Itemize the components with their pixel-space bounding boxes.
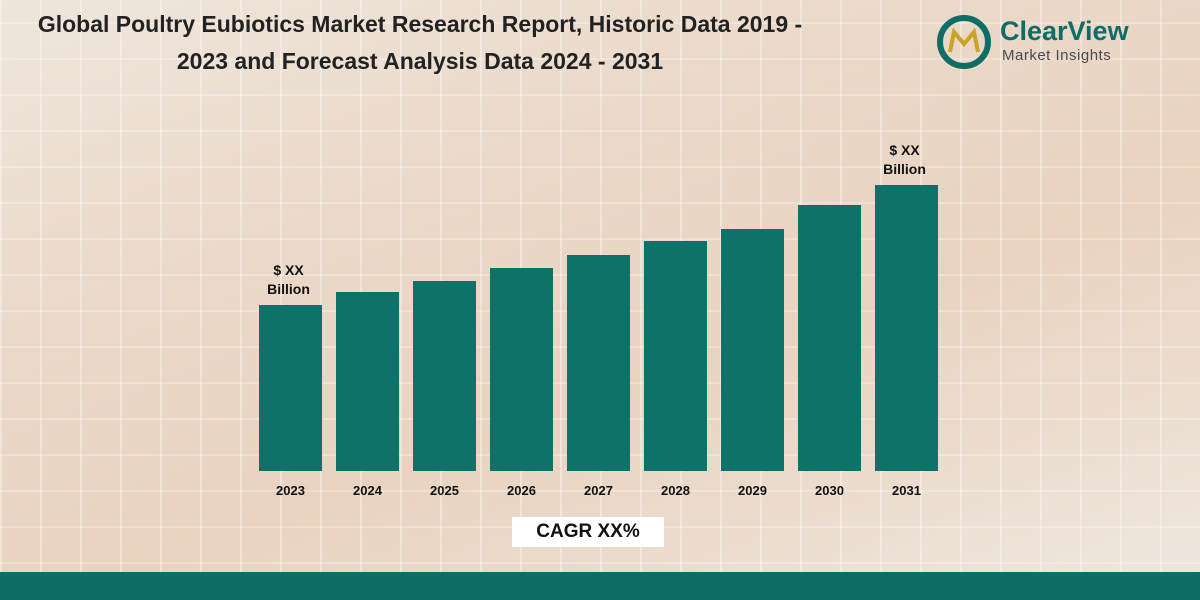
x-tick-label: 2026 (507, 483, 536, 498)
x-tick-label: 2029 (738, 483, 767, 498)
bar (413, 281, 476, 471)
bar (721, 229, 784, 471)
x-tick-label: 2024 (353, 483, 382, 498)
x-tick-label: 2023 (276, 483, 305, 498)
value-annotation: $ XX Billion (883, 142, 926, 177)
x-tick-label: 2030 (815, 483, 844, 498)
x-tick-label: 2031 (892, 483, 921, 498)
logo: ClearView Market Insights (936, 14, 1176, 70)
bar (336, 292, 399, 471)
footer-band (0, 572, 1200, 600)
bar (490, 268, 553, 471)
value-annotation: $ XX Billion (267, 262, 310, 297)
brand-tagline: Market Insights (1002, 47, 1112, 64)
bar (259, 305, 322, 471)
x-tick-label: 2028 (661, 483, 690, 498)
bar (644, 241, 707, 471)
x-tick-label: 2027 (584, 483, 613, 498)
cagr-label: CAGR XX% (512, 517, 664, 547)
logo-icon (937, 15, 991, 69)
chart-title: Global Poultry Eubiotics Market Research… (37, 11, 803, 74)
bar (798, 205, 861, 471)
brand-name: ClearView (1000, 16, 1129, 46)
x-tick-label: 2025 (430, 483, 459, 498)
bar (567, 255, 630, 471)
bar (875, 185, 938, 471)
